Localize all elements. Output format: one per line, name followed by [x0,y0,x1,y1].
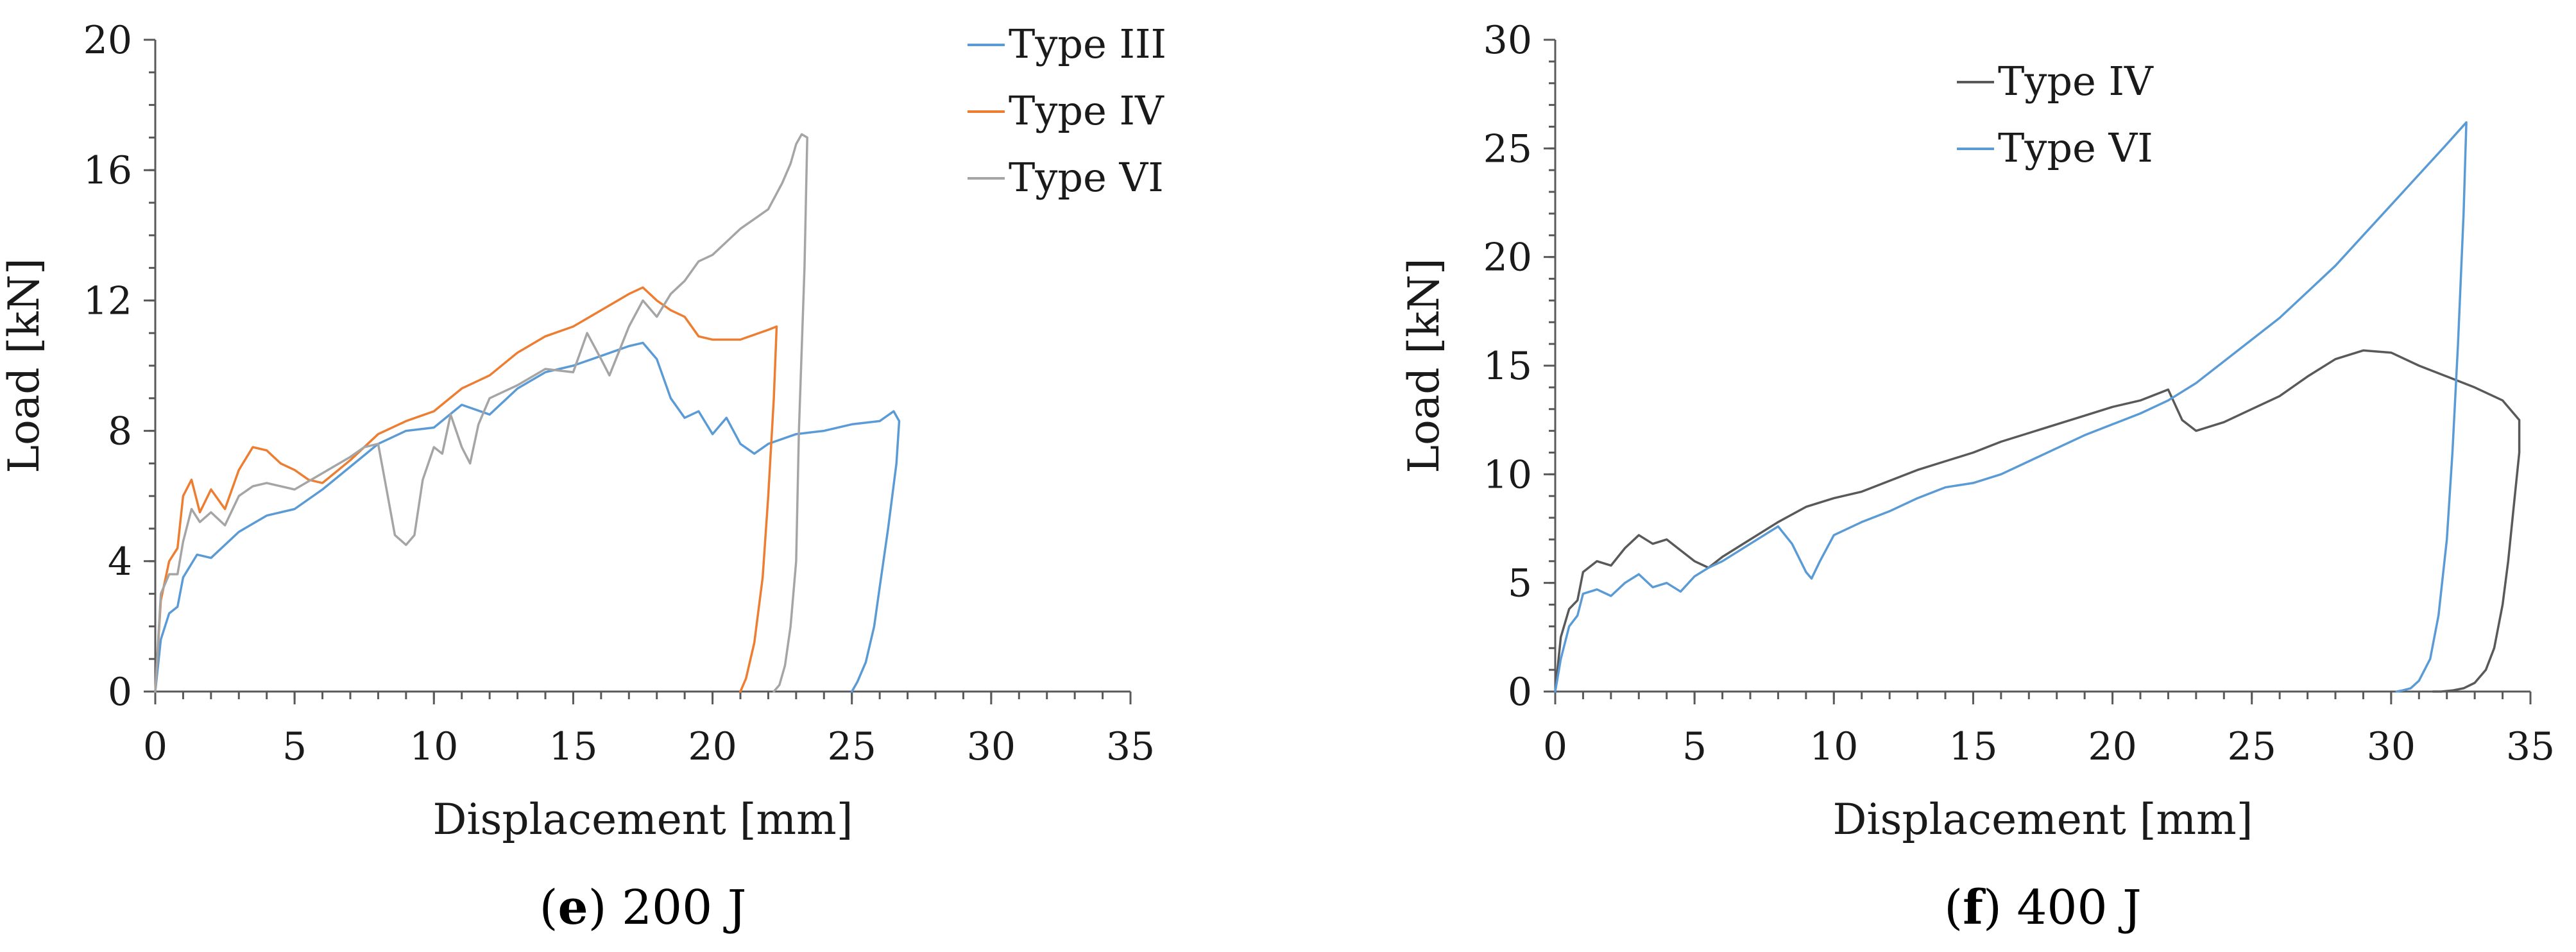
caption-text: 200 J [622,880,746,935]
y-tick-label: 4 [108,540,132,584]
y-tick-label: 25 [1483,126,1532,171]
legend-label: Type VI [1009,154,1164,201]
legend-label: Type VI [1998,124,2153,171]
figure-caption: (f) 400 J [1944,880,2142,935]
x-tick-label: 25 [828,724,876,769]
series-line-type-iii [154,341,901,693]
y-axis-title: Load [kN] [1399,258,1449,473]
x-tick-label: 20 [2088,724,2137,769]
caption-text: 400 J [2017,880,2141,935]
y-tick-label: 20 [1483,235,1532,280]
x-tick-label: 15 [549,724,597,769]
figure-caption: (e) 200 J [540,880,747,935]
x-tick-label: 10 [409,724,458,769]
legend-label: Type IV [1998,58,2154,105]
x-tick-label: 30 [967,724,1016,769]
x-tick-label: 5 [282,724,307,769]
x-tick-label: 5 [1682,724,1707,769]
legend-label: Type IV [1009,87,1164,134]
x-tick-label: 20 [688,724,737,769]
x-axis-title: Displacement [mm] [1833,795,2253,844]
x-tick-label: 35 [1106,724,1155,769]
y-tick-label: 12 [83,278,132,323]
x-tick-label: 15 [1949,724,1997,769]
chart-panel-f: 0 5 10 15 20 25 30 0 5 10 15 20 25 30 35 Displacement [… [1399,18,2555,935]
series-line-type-vi [154,133,808,693]
series-line-type-iv [154,286,778,693]
x-tick-label: 35 [2506,724,2555,769]
y-tick-label: 15 [1483,344,1532,389]
y-tick-label: 0 [1508,670,1532,715]
legend-label: Type III [1009,21,1166,67]
chart-panel-e: 0 4 8 12 16 20 0 5 10 15 20 25 30 35 Displacement [mm]… [0,18,1166,935]
y-tick-label: 5 [1508,561,1532,606]
y-tick-label: 16 [83,148,132,193]
y-tick-label: 10 [1483,452,1532,497]
y-axis-title: Load [kN] [0,258,49,473]
x-tick-label: 10 [1809,724,1858,769]
caption-letter: e [558,880,588,935]
caption-letter: f [1963,880,1986,935]
x-tick-label: 25 [2228,724,2276,769]
y-tick-label: 8 [108,409,132,454]
y-tick-label: 20 [83,18,132,63]
y-tick-label: 30 [1483,18,1532,63]
x-tick-label: 30 [2367,724,2416,769]
series-line-type-iv [1554,349,2521,693]
x-tick-label: 0 [143,724,167,769]
series-line-type-vi [1554,121,2468,693]
x-tick-label: 0 [1543,724,1567,769]
x-axis-title: Displacement [mm] [433,795,853,844]
y-tick-label: 0 [108,670,132,715]
